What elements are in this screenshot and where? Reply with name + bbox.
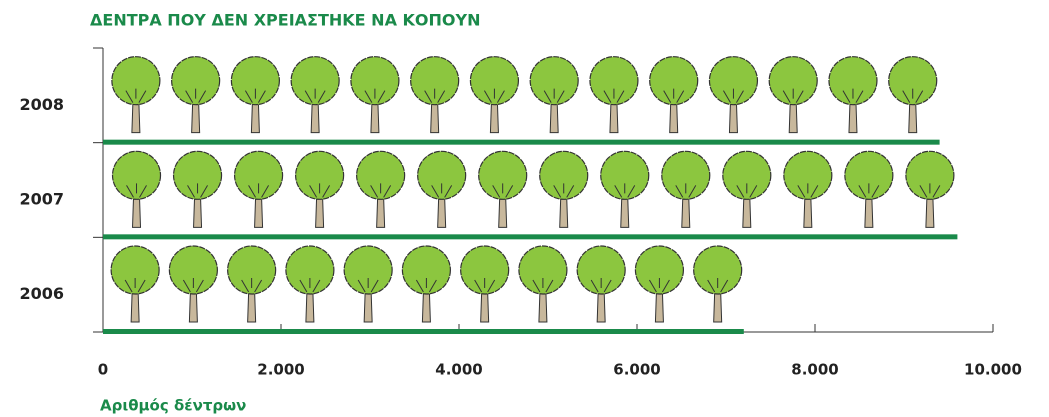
tree-canopy — [350, 56, 400, 106]
tree-canopy — [600, 150, 650, 200]
tree-trunk-top — [304, 88, 326, 103]
tree-canopy — [905, 150, 955, 200]
tree-canopy — [576, 245, 626, 295]
tree-canopy — [356, 150, 406, 200]
tree-canopy — [661, 150, 711, 200]
tree-trunk-top — [185, 88, 207, 103]
tree-canopy — [722, 150, 772, 200]
tree-canopy — [111, 150, 162, 200]
x-tick-label: 4.000 — [435, 361, 482, 379]
tree-trunk-top — [299, 278, 321, 293]
tree-canopy — [230, 56, 280, 106]
tree-trunk-top — [736, 183, 758, 198]
tree-trunk-top — [424, 88, 446, 103]
bar — [103, 329, 744, 334]
tree-trunk-top — [675, 183, 697, 198]
tree-trunk-top — [431, 183, 453, 198]
tree-canopy — [469, 56, 520, 106]
tree-canopy — [111, 56, 161, 106]
tree-trunk-top — [492, 183, 514, 198]
tree-trunk-top — [842, 88, 864, 103]
bar — [103, 234, 958, 240]
tree-canopy — [285, 245, 335, 295]
x-axis-label: Αριθμός δέντρων — [100, 397, 246, 415]
tree-canopy — [693, 245, 743, 295]
tree-trunk-top — [187, 183, 208, 198]
x-tick-label: 10.000 — [964, 361, 1022, 379]
tree-canopy — [172, 150, 223, 200]
tree-trunk-top — [590, 278, 612, 293]
tree-canopy — [227, 245, 277, 295]
tree-canopy — [844, 150, 894, 200]
x-tick-label: 6.000 — [613, 361, 660, 379]
tree-canopy — [518, 245, 568, 295]
tree-canopy — [478, 150, 528, 200]
tree-canopy — [343, 245, 393, 295]
tree-canopy — [233, 150, 284, 200]
tree-canopy — [401, 245, 451, 295]
tree-canopy — [828, 56, 878, 106]
tree-trunk-top — [723, 88, 744, 103]
tree-trunk-top — [125, 88, 147, 103]
tree-trunk-top — [902, 88, 924, 103]
tree-canopy — [589, 56, 639, 106]
chart-title: ΔΕΝΤΡΑ ΠΟΥ ΔΕΝ ΧΡΕΙΑΣΤΗΚΕ ΝΑ ΚΟΠΟΥΝ — [90, 11, 481, 30]
tree-trunk-top — [858, 183, 880, 198]
tree-trunk-top — [707, 278, 729, 293]
y-tick-label: 2007 — [19, 190, 64, 209]
tree-trunk-top — [553, 183, 575, 198]
tree-canopy — [290, 56, 340, 106]
tree-row — [111, 56, 938, 134]
tree-canopy — [295, 150, 345, 200]
tree-trunk-top — [309, 183, 331, 198]
tree-canopy — [460, 245, 510, 295]
tree-canopy — [168, 245, 218, 295]
bar — [103, 139, 940, 145]
tree-trunk-top — [124, 278, 146, 293]
tree-trunk-top — [182, 278, 204, 293]
tree-trunk-top — [532, 278, 554, 293]
tree-trunk-top — [919, 183, 941, 198]
tree-canopy — [529, 56, 579, 106]
x-tick-label: 2.000 — [257, 361, 304, 379]
tree-canopy — [783, 150, 833, 200]
y-tick-label: 2006 — [19, 284, 64, 303]
tree-trunk-top — [543, 88, 565, 103]
tree-trunk-top — [364, 88, 386, 103]
tree-trunk-top — [126, 183, 147, 198]
x-tick-label: 8.000 — [791, 361, 838, 379]
tree-canopy — [171, 56, 221, 106]
tree-canopy — [410, 56, 460, 106]
tree-trunk-top — [663, 88, 685, 103]
tree-canopy — [768, 56, 818, 106]
tree-canopy — [888, 56, 938, 106]
tree-row — [111, 150, 955, 228]
x-tick-label: 0 — [98, 361, 108, 379]
tree-trunk-top — [782, 88, 804, 103]
tree-trunk-top — [415, 278, 437, 293]
tree-trunk-top — [797, 183, 819, 198]
tree-trunk-top — [614, 183, 636, 198]
y-tick-label: 2008 — [19, 95, 64, 114]
tree-trunk-top — [241, 278, 263, 293]
tree-trunk-top — [244, 88, 266, 103]
tree-canopy — [417, 150, 467, 200]
tree-trunk-top — [483, 88, 505, 103]
tree-canopy — [708, 56, 759, 106]
tree-trunk-top — [603, 88, 625, 103]
tree-canopy — [649, 56, 699, 106]
tree-row — [110, 245, 743, 323]
tree-canopy — [634, 245, 685, 295]
tree-trunk-top — [248, 183, 270, 198]
tree-trunk-top — [474, 278, 496, 293]
tree-trunk-top — [370, 183, 392, 198]
tree-trunk-top — [648, 278, 670, 293]
tree-trunk-top — [357, 278, 379, 293]
tree-canopy — [110, 245, 160, 295]
tree-canopy — [539, 150, 589, 200]
